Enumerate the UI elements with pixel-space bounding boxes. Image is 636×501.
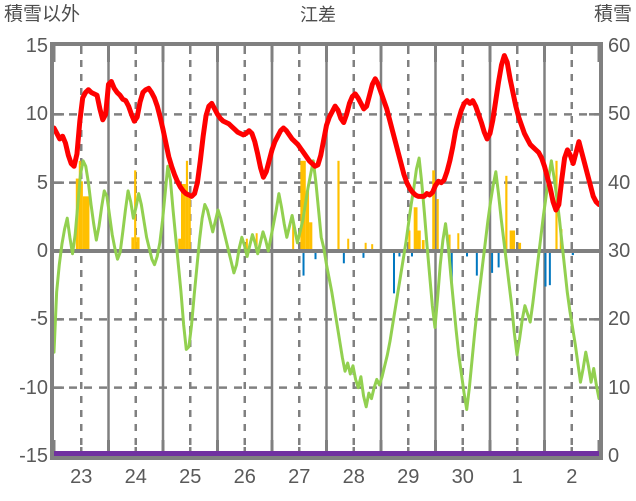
left-tick-label: -10 xyxy=(19,376,48,399)
x-tick-label: 24 xyxy=(124,466,147,488)
precipitation-bar xyxy=(337,160,340,251)
snowfall-bar xyxy=(466,251,469,257)
snowfall-bar xyxy=(302,251,305,276)
x-tick-label: 26 xyxy=(233,466,256,488)
x-tick-label: 1 xyxy=(511,466,523,488)
temperature-series-line xyxy=(54,53,599,213)
precipitation-bar xyxy=(292,222,295,251)
precipitation-bar xyxy=(80,181,83,251)
left-axis-title: 積雪以外 xyxy=(4,4,81,25)
x-tick-label: 25 xyxy=(179,466,202,488)
snowfall-bar xyxy=(398,251,401,257)
snowfall-bar xyxy=(544,251,547,287)
snowfall-bar xyxy=(342,251,345,264)
temperature-line xyxy=(54,53,599,213)
snowfall-bar xyxy=(548,251,551,286)
chart-svg xyxy=(54,46,599,456)
right-tick-label: 40 xyxy=(608,171,631,194)
right-tick-label: 30 xyxy=(608,240,631,262)
precipitation-bar xyxy=(178,238,181,251)
precipitation-bar xyxy=(518,242,522,251)
precipitation-bar xyxy=(364,242,367,251)
right-tick-label: 50 xyxy=(608,103,631,126)
precipitation-bar xyxy=(509,230,516,251)
right-tick-label: 0 xyxy=(608,445,620,467)
snowfall-bar xyxy=(362,251,365,258)
precipitation-bar xyxy=(180,184,186,251)
snowfall-bar xyxy=(497,251,500,268)
snowfall-bar xyxy=(450,251,453,284)
wind-series-line xyxy=(54,156,599,412)
precipitation-bars xyxy=(75,160,563,251)
precipitation-bar xyxy=(131,237,135,251)
left-tick-label: -5 xyxy=(30,308,48,331)
right-tick-label: 20 xyxy=(608,308,631,331)
x-tick-label: 2 xyxy=(566,466,578,488)
gridlines xyxy=(54,46,599,456)
precipitation-bar xyxy=(421,240,425,251)
precipitation-bar xyxy=(448,234,451,251)
plot-inner xyxy=(54,46,599,456)
wind-speed-line xyxy=(54,156,599,412)
x-tick-label: 27 xyxy=(288,466,311,488)
precipitation-bar xyxy=(413,207,418,251)
right-tick-label: 10 xyxy=(608,376,631,399)
snowfall-bar xyxy=(410,251,413,257)
snowfall-bar xyxy=(491,251,494,273)
precipitation-bar xyxy=(371,244,374,251)
x-tick-label: 23 xyxy=(70,466,93,488)
precipitation-bar xyxy=(188,197,191,251)
left-tick-label: 10 xyxy=(25,103,48,126)
precipitation-bar xyxy=(408,230,411,251)
precipitation-bar xyxy=(185,160,189,251)
precipitation-bar xyxy=(436,199,439,251)
precipitation-bar xyxy=(245,238,248,251)
plot-area xyxy=(50,42,603,460)
left-tick-label: 5 xyxy=(36,171,48,194)
precipitation-bar xyxy=(347,238,350,251)
precipitation-bar xyxy=(82,196,90,251)
left-tick-label: 15 xyxy=(25,35,48,57)
snowfall-bar xyxy=(314,251,317,260)
precipitation-bar xyxy=(255,233,258,251)
precipitation-bar xyxy=(300,160,306,251)
right-axis-title: 積雪 xyxy=(593,4,632,25)
left-tick-label: 0 xyxy=(36,240,48,262)
precipitation-bar xyxy=(305,190,310,251)
snowfall-bar xyxy=(392,251,395,294)
precipitation-bar xyxy=(432,170,435,251)
precipitation-bar xyxy=(136,237,140,251)
precipitation-bar xyxy=(309,222,313,251)
snowfall-bars xyxy=(302,251,574,294)
snowfall-bar xyxy=(475,251,478,276)
chart-title: 江差 xyxy=(300,5,336,25)
x-tick-label: 30 xyxy=(451,466,474,488)
x-tick-label: 28 xyxy=(342,466,365,488)
right-tick-label: 60 xyxy=(608,35,631,57)
left-tick-label: -15 xyxy=(19,445,48,467)
precipitation-bar xyxy=(457,233,460,251)
precipitation-bar xyxy=(505,175,508,251)
precipitation-bar xyxy=(78,160,81,251)
snowfall-bar xyxy=(571,251,574,256)
precipitation-bar xyxy=(417,230,421,251)
x-tick-label: 29 xyxy=(397,466,420,488)
